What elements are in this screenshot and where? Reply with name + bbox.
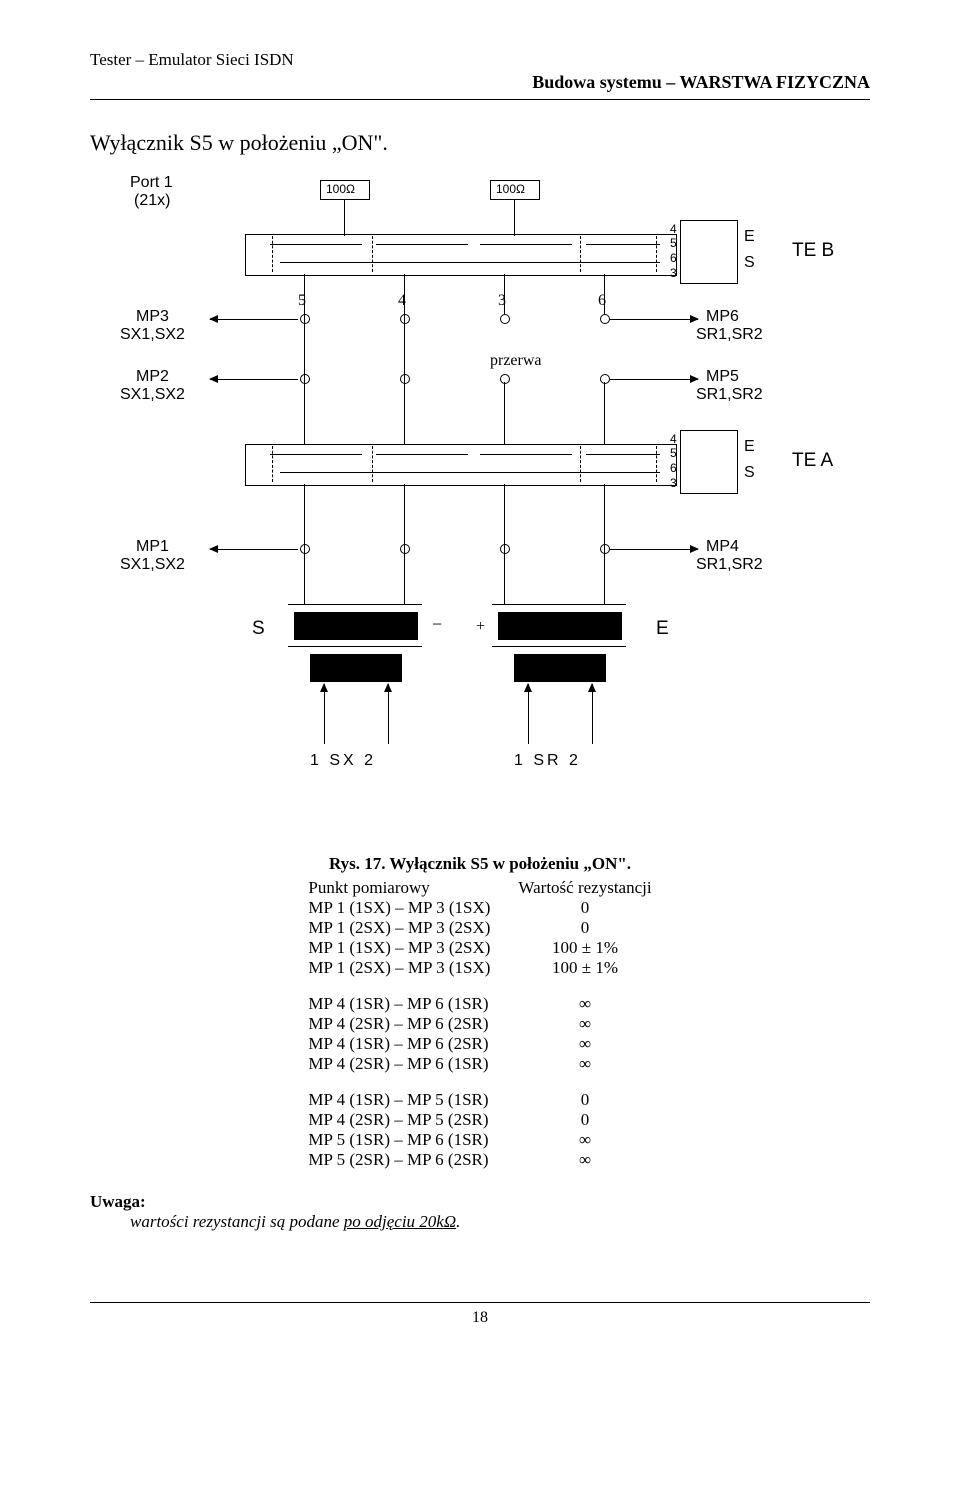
mp5-l1: MP5 — [706, 368, 739, 386]
page-title: Wyłącznik S5 w położeniu „ON". — [90, 130, 870, 156]
e-b: E — [744, 228, 755, 246]
bus-upper — [245, 234, 677, 276]
row: MP 4 (2SR) – MP 6 (2SR) — [294, 1014, 504, 1034]
mp2-l1: MP2 — [136, 368, 169, 386]
resistor-1-label: 100Ω — [326, 182, 355, 196]
mp1-l1: MP1 — [136, 538, 169, 556]
pin4a: 4 — [670, 432, 677, 446]
s-xfmr: S — [252, 618, 265, 640]
figure-caption: Rys. 17. Wyłącznik S5 w położeniu „ON". — [90, 854, 870, 874]
val: ∞ — [504, 1130, 665, 1150]
val: ∞ — [504, 1014, 665, 1034]
note-omega: Ω — [444, 1212, 456, 1231]
pin3a: 3 — [670, 476, 677, 490]
mp3-l2: SX1,SX2 — [120, 326, 185, 344]
note-suffix: . — [456, 1212, 460, 1231]
page-number: 18 — [90, 1309, 870, 1327]
hdr-right: Wartość rezystancji — [504, 878, 665, 898]
pin5b: 5 — [670, 236, 677, 250]
pin3b: 3 — [670, 266, 677, 280]
mp4-l1: MP4 — [706, 538, 739, 556]
sr-label: 1 SR 2 — [514, 752, 581, 770]
mp6-l1: MP6 — [706, 308, 739, 326]
val: ∞ — [504, 978, 665, 1014]
hdr-left: Punkt pomiarowy — [294, 878, 504, 898]
val: 100 ± 1% — [504, 958, 665, 978]
connector-teb — [680, 220, 738, 284]
mp4-l2: SR1,SR2 — [696, 556, 763, 574]
mp6-l2: SR1,SR2 — [696, 326, 763, 344]
measurement-table: Punkt pomiarowy Wartość rezystancji MP 1… — [294, 878, 665, 1170]
val: 0 — [504, 1074, 665, 1110]
pin6b: 6 — [670, 251, 677, 265]
note: Uwaga: wartości rezystancji są podane po… — [90, 1192, 870, 1232]
row: MP 5 (1SR) – MP 6 (1SR) — [294, 1130, 504, 1150]
row: MP 4 (1SR) – MP 6 (1SR) — [294, 978, 504, 1014]
connector-tea — [680, 430, 738, 494]
mp5-l2: SR1,SR2 — [696, 386, 763, 404]
pin6a: 6 — [670, 461, 677, 475]
mp1-l2: SX1,SX2 — [120, 556, 185, 574]
pin5a: 5 — [670, 446, 677, 460]
row: MP 1 (1SX) – MP 3 (1SX) — [294, 898, 504, 918]
przerwa-label: przerwa — [490, 352, 542, 370]
val: ∞ — [504, 1150, 665, 1170]
circuit-diagram: Port 1 (21x) 100Ω 100Ω 4 5 6 3 E S TE B … — [100, 174, 860, 834]
row: MP 5 (2SR) – MP 6 (2SR) — [294, 1150, 504, 1170]
s-b: S — [744, 254, 755, 272]
header-rule — [90, 99, 870, 100]
e-a: E — [744, 438, 755, 456]
note-label: Uwaga: — [90, 1192, 146, 1211]
row: MP 4 (1SR) – MP 6 (2SR) — [294, 1034, 504, 1054]
port-label-l2: (21x) — [134, 192, 170, 210]
minus: − — [432, 614, 442, 635]
bus-lower — [245, 444, 677, 486]
val: ∞ — [504, 1054, 665, 1074]
row: MP 1 (2SX) – MP 3 (2SX) — [294, 918, 504, 938]
val: ∞ — [504, 1034, 665, 1054]
e-xfmr: E — [656, 618, 669, 640]
teb-label: TE B — [792, 240, 834, 262]
port-label-l1: Port 1 — [130, 174, 173, 192]
pin4b: 4 — [670, 222, 677, 236]
sx-label: 1 SX 2 — [310, 752, 376, 770]
plus: + — [476, 618, 485, 636]
row: MP 1 (2SX) – MP 3 (1SX) — [294, 958, 504, 978]
val: 0 — [504, 898, 665, 918]
row: MP 4 (1SR) – MP 5 (1SR) — [294, 1074, 504, 1110]
mp3-l1: MP3 — [136, 308, 169, 326]
resistor-2-label: 100Ω — [496, 182, 525, 196]
note-prefix: wartości rezystancji są podane — [130, 1212, 344, 1231]
mp2-l2: SX1,SX2 — [120, 386, 185, 404]
note-underline: po odjęciu 20k — [344, 1212, 444, 1231]
val: 0 — [504, 918, 665, 938]
row: MP 4 (2SR) – MP 5 (2SR) — [294, 1110, 504, 1130]
s-a: S — [744, 464, 755, 482]
footer-rule — [90, 1302, 870, 1303]
val: 100 ± 1% — [504, 938, 665, 958]
row: MP 4 (2SR) – MP 6 (1SR) — [294, 1054, 504, 1074]
header-right: Budowa systemu – WARSTWA FIZYCZNA — [90, 72, 870, 93]
header-left: Tester – Emulator Sieci ISDN — [90, 50, 870, 70]
tea-label: TE A — [792, 450, 833, 472]
val: 0 — [504, 1110, 665, 1130]
row: MP 1 (1SX) – MP 3 (2SX) — [294, 938, 504, 958]
